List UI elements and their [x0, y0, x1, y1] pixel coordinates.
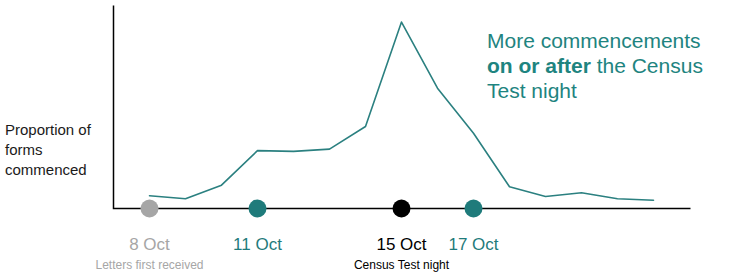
html-text:on or after the Census Test ni: on or after the Census Test night — [487, 54, 703, 102]
html-text:More commencements: More commencements — [487, 29, 701, 52]
html-text:Proportion of forms commenced: Proportion of forms commenced — [5, 121, 91, 178]
svg-text:11 Oct: 11 Oct — [233, 235, 282, 254]
svg-text:Census Test night: Census Test night — [354, 258, 450, 272]
svg-text:17 Oct: 17 Oct — [448, 235, 498, 254]
svg-text:15 Oct: 15 Oct — [376, 235, 426, 254]
svg-text:Letters first received: Letters first received — [95, 258, 203, 272]
svg-text:8 Oct: 8 Oct — [129, 235, 170, 254]
